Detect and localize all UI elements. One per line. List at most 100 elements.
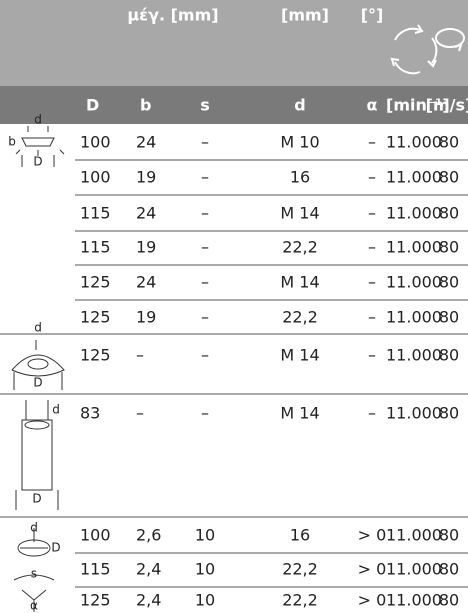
cell: –: [201, 273, 209, 292]
cell: –: [368, 273, 376, 292]
cell: 11.000: [386, 168, 442, 187]
cell: –: [201, 168, 209, 187]
cell: 80: [439, 204, 459, 223]
cell: 19: [136, 308, 156, 327]
header-band: [0, 0, 468, 86]
cell: 22,2: [282, 238, 318, 257]
cell: 80: [439, 308, 459, 327]
icon-label: d: [34, 321, 42, 335]
cell: –: [201, 308, 209, 327]
cell: –: [201, 346, 209, 365]
cell: 16: [290, 168, 310, 187]
cell: –: [368, 346, 376, 365]
cell: 11.000: [386, 526, 442, 545]
cell: 24: [136, 273, 156, 292]
cell: –: [368, 238, 376, 257]
cell: 80: [439, 238, 459, 257]
cell: 10: [195, 560, 215, 579]
cell: > 0: [358, 526, 387, 545]
cell: –: [368, 133, 376, 152]
cell: 2,4: [136, 591, 161, 610]
cell: 11.000: [386, 560, 442, 579]
cell: 125: [80, 308, 111, 327]
icon-label: d: [34, 113, 42, 127]
header-columns-band: [0, 86, 468, 124]
column-header: b: [140, 96, 151, 115]
icon-label: b: [8, 135, 16, 149]
cell: 11.000: [386, 308, 442, 327]
cell: 11.000: [386, 133, 442, 152]
cell: M 10: [280, 133, 319, 152]
cell: 10: [195, 526, 215, 545]
cell: 10: [195, 591, 215, 610]
cell: 100: [80, 526, 111, 545]
cell: > 0: [358, 560, 387, 579]
cell: 22,2: [282, 591, 318, 610]
cell: 80: [439, 591, 459, 610]
cell: 80: [439, 560, 459, 579]
cell: –: [201, 133, 209, 152]
cell: –: [136, 346, 144, 365]
cell: 22,2: [282, 560, 318, 579]
column-header: [m/s]: [426, 96, 468, 115]
cell: 80: [439, 273, 459, 292]
column-header: d: [294, 96, 305, 115]
cell: 115: [80, 238, 111, 257]
cell: –: [136, 404, 144, 423]
icon-label: D: [51, 541, 60, 555]
brush-icon: d b D: [8, 113, 65, 169]
cell: M 14: [280, 204, 319, 223]
cell: 125: [80, 591, 111, 610]
column-header: [min⁻¹]: [386, 96, 450, 115]
saw-blade-icon: d D s α: [13, 521, 61, 613]
column-header: s: [200, 96, 210, 115]
speed-icon: [435, 28, 465, 52]
cell: 24: [136, 204, 156, 223]
cell: 11.000: [386, 204, 442, 223]
cell: –: [201, 204, 209, 223]
cell: 80: [439, 133, 459, 152]
cell: 19: [136, 168, 156, 187]
cell: 11.000: [386, 404, 442, 423]
cell: 100: [80, 168, 111, 187]
cell: M 14: [280, 273, 319, 292]
cell: 80: [439, 526, 459, 545]
header: μέγ. [mm] [mm] [°]: [0, 0, 468, 124]
cell: 2,6: [136, 526, 161, 545]
header-label: [°]: [361, 6, 384, 25]
icon-label: D: [33, 155, 42, 169]
cell: 16: [290, 526, 310, 545]
column-header: α: [367, 96, 378, 115]
cell: 125: [80, 273, 111, 292]
cell: 2,4: [136, 560, 161, 579]
cell: 115: [80, 560, 111, 579]
icon-label: d: [52, 403, 60, 417]
cell: 80: [439, 404, 459, 423]
cell: 115: [80, 204, 111, 223]
header-label: [mm]: [281, 6, 329, 25]
cone-brush-icon: d D: [11, 321, 65, 390]
icon-label: d: [30, 521, 38, 535]
column-header: D: [86, 96, 99, 115]
cell: 125: [80, 346, 111, 365]
cell: –: [368, 168, 376, 187]
cell: 11.000: [386, 346, 442, 365]
header-label: μέγ. [mm]: [127, 6, 218, 25]
cell: 11.000: [386, 273, 442, 292]
icons: d b D d D d D d D s α: [8, 113, 65, 613]
cell: 100: [80, 133, 111, 152]
cell: 83: [80, 404, 100, 423]
cell: M 14: [280, 404, 319, 423]
cell: 19: [136, 238, 156, 257]
core-bit-icon: d D: [15, 400, 60, 510]
cell: –: [201, 404, 209, 423]
rpm-icon: [390, 24, 438, 75]
icon-label: s: [31, 567, 37, 581]
cell: 11.000: [386, 591, 442, 610]
cell: –: [368, 204, 376, 223]
cell: 24: [136, 133, 156, 152]
icon-label: D: [33, 376, 42, 390]
icon-label: α: [30, 599, 38, 613]
icon-label: D: [32, 492, 41, 506]
